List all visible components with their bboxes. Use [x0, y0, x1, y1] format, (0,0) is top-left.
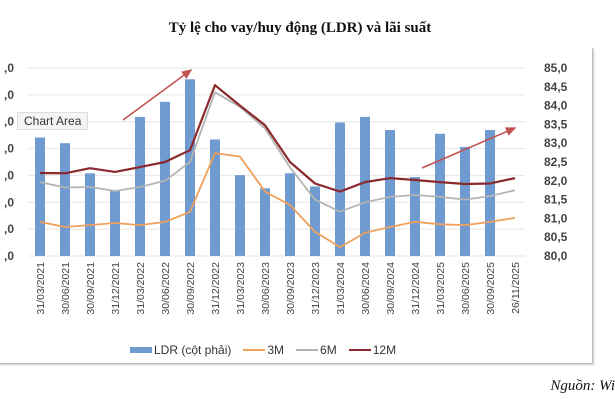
x-tick-label: 30/06/2022: [160, 262, 172, 315]
bar-ldr: [335, 122, 345, 257]
left-tick-label: ,0: [4, 88, 14, 102]
legend-label: 12M: [372, 343, 397, 357]
x-tick-label: 30/09/2023: [285, 262, 297, 315]
bar-ldr: [310, 186, 320, 256]
bar-ldr: [360, 116, 370, 256]
line-6m: [39, 91, 516, 213]
right-tick-label: 84,0: [544, 99, 568, 113]
chart-area-tooltip: Chart Area: [17, 112, 89, 130]
x-tick-label: 31/03/2022: [135, 262, 147, 315]
left-tick-label: ,0: [4, 61, 14, 75]
x-tick-label: 30/06/2023: [260, 262, 272, 315]
bar-ldr: [485, 130, 495, 256]
bar-ldr: [160, 101, 170, 256]
x-tick-label: 30/09/2025: [485, 262, 497, 315]
x-tick-label: 30/06/2025: [460, 262, 472, 315]
right-tick-label: 81,0: [544, 211, 568, 225]
right-tick-label: 80,5: [544, 230, 568, 244]
bar-ldr: [185, 79, 195, 256]
x-tick-label: 31/03/2025: [435, 262, 447, 315]
legend-item-3m: 3M: [243, 343, 284, 357]
legend-swatch: [130, 347, 152, 353]
bar-ldr: [435, 133, 445, 256]
legend-label: 6M: [320, 343, 337, 357]
right-tick-label: 82,5: [544, 155, 568, 169]
bar-ldr: [385, 130, 395, 256]
bar-ldr: [260, 188, 270, 256]
x-tick-label: 31/12/2023: [310, 262, 322, 315]
x-tick-label: 31/03/2024: [335, 262, 347, 315]
left-tick-label: ,0: [4, 195, 14, 209]
bar-ldr: [210, 139, 220, 256]
legend-label: 3M: [267, 343, 285, 357]
bar-ldr: [460, 146, 470, 256]
chart-area[interactable]: [0, 48, 593, 364]
trend-arrow: [421, 127, 517, 169]
trend-arrow: [122, 69, 193, 121]
source-note: Nguồn: Wi: [550, 378, 615, 394]
x-tick-label: 30/06/2024: [360, 262, 372, 315]
left-tick-label: ,0: [4, 142, 14, 156]
bar-ldr: [85, 173, 95, 256]
right-tick-label: 83,5: [544, 117, 568, 131]
x-tick-label: 30/09/2024: [385, 262, 397, 315]
legend-swatch: [348, 349, 371, 351]
x-tick-label: 31/12/2022: [210, 262, 222, 315]
right-tick-label: 84,5: [544, 80, 568, 94]
legend-item-ldr: LDR (cột phải): [130, 343, 231, 357]
chart-title: Tỷ lệ cho vay/huy động (LDR) và lãi suất: [168, 20, 432, 36]
x-tick-label: 31/03/2023: [235, 262, 247, 315]
legend: LDR (cột phải) 3M 6M 12M: [130, 343, 396, 357]
line-3m: [39, 152, 516, 249]
legend-swatch: [243, 349, 266, 351]
legend-item-6m: 6M: [296, 343, 337, 357]
x-tick-label: 30/09/2022: [185, 262, 197, 315]
bar-ldr: [285, 173, 295, 256]
right-tick-label: 83,0: [544, 136, 568, 150]
legend-swatch: [296, 349, 319, 351]
bar-ldr: [235, 175, 245, 256]
bar-ldr: [60, 143, 70, 256]
right-tick-label: 85,0: [544, 61, 568, 75]
left-tick-label: ,0: [4, 222, 14, 236]
x-tick-label: 31/12/2024: [410, 262, 422, 315]
left-tick-label: ,0: [4, 249, 14, 263]
x-tick-label: 30/06/2021: [60, 262, 72, 315]
x-tick-label: 31/12/2021: [110, 262, 122, 315]
x-tick-label: 26/11/2025: [510, 262, 522, 314]
line-12m: [39, 84, 516, 193]
legend-label: LDR (cột phải): [154, 343, 232, 357]
left-tick-label: ,0: [4, 168, 14, 182]
right-tick-label: 81,5: [544, 193, 568, 207]
bar-ldr: [410, 177, 420, 256]
bar-ldr: [35, 137, 45, 256]
right-tick-label: 80,0: [544, 249, 568, 263]
legend-item-12m: 12M: [348, 343, 397, 357]
x-tick-label: 31/03/2021: [35, 262, 47, 315]
right-tick-label: 82,0: [544, 174, 568, 188]
x-tick-label: 30/09/2021: [85, 262, 97, 315]
left-tick-label: ,0: [4, 115, 14, 129]
